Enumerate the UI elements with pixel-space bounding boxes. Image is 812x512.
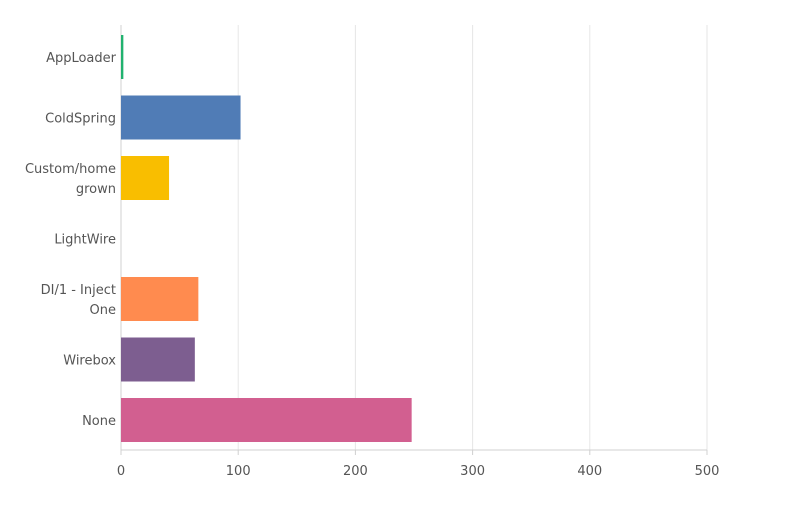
category-label: ColdSpring	[45, 112, 116, 127]
x-tick-label: 300	[460, 464, 485, 479]
category-label: AppLoader	[46, 51, 117, 66]
bar	[121, 95, 241, 140]
x-tick-label: 500	[695, 464, 720, 479]
category-label: Wirebox	[63, 354, 116, 369]
x-tick-label: 100	[226, 464, 251, 479]
category-label: LightWire	[54, 233, 116, 248]
bar	[121, 398, 412, 442]
bar	[121, 337, 195, 382]
bar	[121, 35, 124, 79]
category-label: Custom/home	[25, 162, 116, 177]
bar	[121, 156, 170, 200]
category-label: DI/1 - Inject	[41, 283, 116, 298]
x-tick-label: 400	[577, 464, 602, 479]
category-label: grown	[76, 182, 116, 197]
category-label: One	[90, 303, 116, 318]
x-tick-label: 0	[117, 464, 125, 479]
bar	[121, 277, 199, 321]
x-tick-label: 200	[343, 464, 368, 479]
category-label: None	[82, 414, 116, 429]
